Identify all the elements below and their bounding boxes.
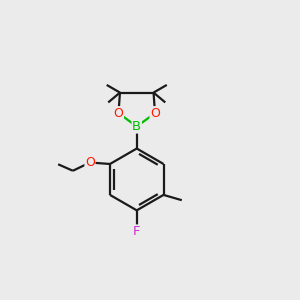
Text: O: O — [114, 107, 123, 120]
Text: F: F — [133, 225, 140, 238]
Text: B: B — [132, 120, 141, 133]
Text: O: O — [150, 107, 160, 120]
Text: O: O — [85, 156, 95, 169]
